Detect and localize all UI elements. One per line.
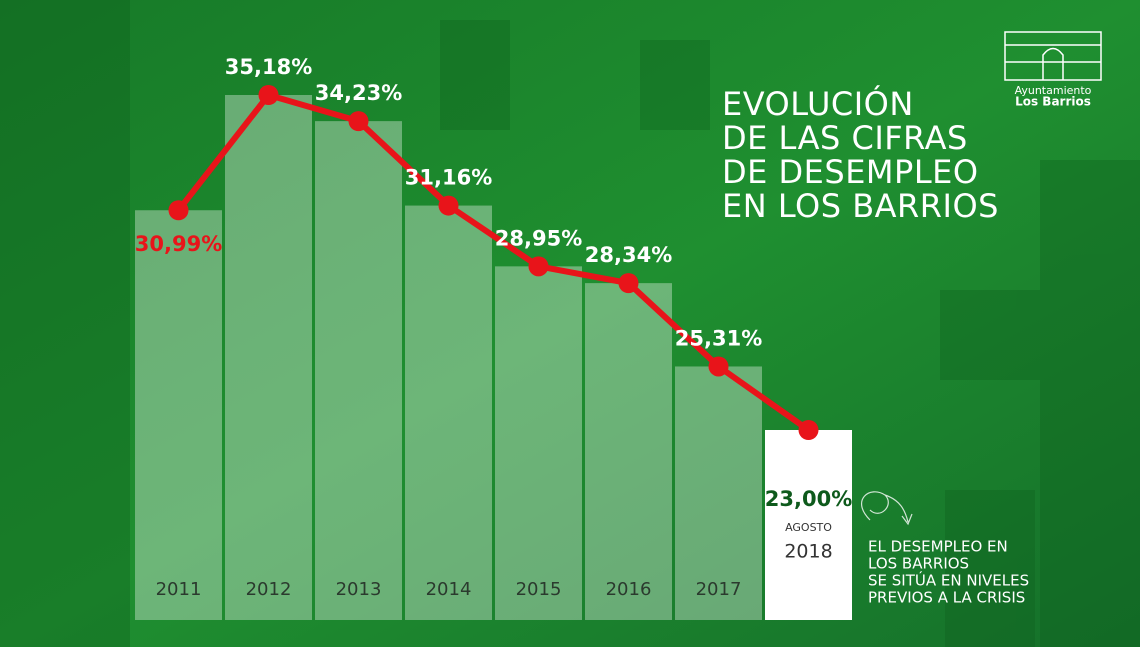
bar [495,266,582,620]
x-tick-label: 2014 [426,579,472,600]
x-tick-label: 2016 [606,579,652,600]
point [438,195,459,216]
value-label: 23,00% [765,487,852,511]
bar [225,95,312,620]
x-tick-label: 2018 [784,541,832,563]
x-tick-label: 2015 [516,579,562,600]
chart-title: DE LAS CIFRAS [722,119,968,157]
annotation-arrow [861,491,913,526]
value-label: 28,95% [495,226,582,250]
logo-text: Los Barrios [1015,95,1091,109]
annotation: LOS BARRIOS [868,555,969,573]
x-tick-label: 2012 [246,579,292,600]
x-tick-label: 2013 [336,579,382,600]
value-label: 31,16% [405,166,492,190]
logo [1004,31,1102,81]
x-tick-label: 2017 [696,579,742,600]
point [528,256,549,277]
point [708,356,729,377]
x-tick-label: AGOSTO [785,521,832,534]
value-label: 28,34% [585,243,672,267]
bar [405,205,492,620]
value-label: 25,31% [675,326,762,350]
point [798,420,819,440]
annotation: PREVIOS A LA CRISIS [868,589,1025,607]
annotation: EL DESEMPLEO EN [868,538,1008,556]
x-tick-label: 2011 [156,579,202,600]
annotation: SE SITÚA EN NIVELES [868,571,1029,590]
value-label: 34,23% [315,81,402,105]
bar [585,283,672,620]
value-label: 35,18% [225,55,312,79]
bar [135,210,222,621]
line [176,92,811,433]
chart-title: DE DESEMPLEO [722,153,979,191]
logo-text: Ayuntamiento [1015,84,1092,97]
chart-title: EVOLUCIÓN [722,84,914,123]
value-label: 30,99% [135,232,222,256]
point [168,200,189,221]
chart-title: EN LOS BARRIOS [722,187,999,225]
point [348,111,369,132]
point [258,85,279,105]
bar [315,121,402,620]
bar [765,430,852,620]
point [618,273,639,294]
bar [675,366,762,620]
